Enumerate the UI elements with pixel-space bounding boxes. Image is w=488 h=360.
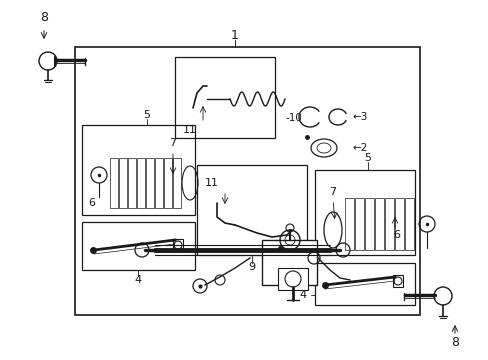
Text: 11: 11 [183, 125, 197, 135]
Bar [374, 198, 383, 250]
Text: 7: 7 [169, 138, 176, 148]
Bar [404, 198, 413, 250]
Bar [110, 158, 118, 208]
Bar [75, 47, 419, 315]
Bar [163, 158, 172, 208]
Bar [128, 158, 136, 208]
Bar [262, 240, 316, 285]
Text: 8: 8 [450, 337, 458, 350]
Text: 6: 6 [88, 198, 95, 208]
Bar [175, 57, 274, 138]
Bar [364, 198, 373, 250]
Bar [197, 165, 306, 255]
Bar [392, 275, 402, 287]
Text: 7: 7 [329, 187, 336, 197]
Text: 1: 1 [231, 28, 239, 41]
Bar [173, 158, 181, 208]
Text: 4: 4 [134, 275, 141, 285]
Text: 5: 5 [364, 153, 371, 163]
Bar [146, 158, 154, 208]
Bar [173, 239, 183, 251]
Bar [345, 198, 353, 250]
Text: ←3: ←3 [351, 112, 367, 122]
Bar [384, 198, 393, 250]
Bar [394, 198, 403, 250]
Text: 4: 4 [299, 290, 306, 300]
Text: 6: 6 [393, 230, 400, 240]
Bar [155, 158, 163, 208]
Bar [354, 198, 363, 250]
Bar [137, 158, 145, 208]
Text: -10: -10 [285, 113, 301, 123]
Bar [314, 263, 414, 305]
Text: 11: 11 [204, 178, 219, 188]
Text: 5: 5 [143, 110, 150, 120]
Bar [82, 125, 195, 215]
Text: 9: 9 [248, 262, 255, 272]
Bar [278, 268, 307, 290]
Bar [314, 170, 414, 255]
Text: 8: 8 [40, 10, 48, 23]
Bar [119, 158, 127, 208]
Bar [82, 222, 195, 270]
Text: ←2: ←2 [351, 143, 367, 153]
